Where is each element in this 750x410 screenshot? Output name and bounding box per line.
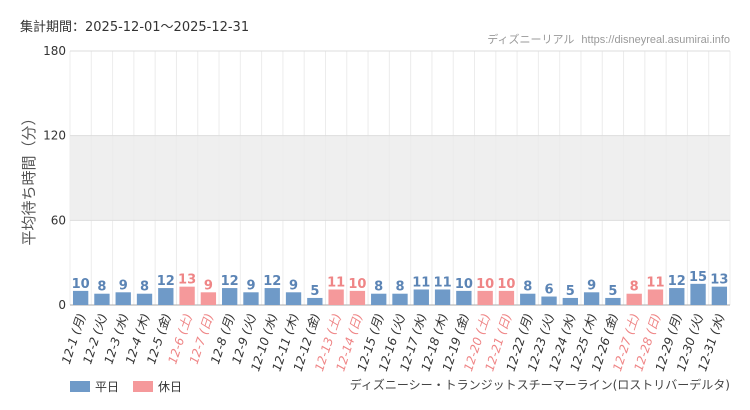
legend-weekday-label: 平日 [95,380,120,394]
data-label: 8 [374,280,383,295]
data-label: 6 [545,283,554,298]
site-name: ディズニーリアル [487,34,575,46]
data-label: 8 [630,280,639,295]
bar [541,296,557,305]
bar [413,289,429,305]
bar [179,286,195,305]
shaded-band [70,135,730,221]
data-label: 11 [646,275,664,290]
data-label: 13 [178,273,196,288]
bar [371,293,387,305]
data-label: 10 [455,277,473,292]
data-label: 12 [668,274,686,289]
bar [222,288,238,305]
data-label: 11 [412,275,430,290]
bar [477,290,493,305]
data-label: 9 [289,278,298,293]
attraction-name: ディズニーシー・トランジットスチーマーライン(ロストリバーデルタ) [349,378,730,392]
site-credit[interactable]: ディズニーリアル https://disneyreal.asumirai.inf… [487,31,730,47]
bar [562,297,578,305]
bar [647,289,664,305]
period-label: 集計期間：2025-12-01～2025-12-31 [20,20,250,35]
y-tick-label: 60 [51,213,66,227]
data-label: 10 [348,277,366,292]
bar [392,293,408,305]
bar [200,292,217,305]
bar [605,297,621,305]
bar [434,289,451,305]
value-labels: 10 8 9 8 12 13 9 12 9 12 9 511 10 8 8 11 11 10 10 10 8 6 5 9 5 8 1… [72,270,729,299]
legend-holiday: 休日 [133,378,182,395]
data-label: 9 [204,278,213,293]
data-label: 12 [263,274,281,289]
bar [520,293,536,305]
bar [669,288,685,305]
data-label: 13 [710,273,728,288]
bar [456,290,472,305]
y-tick-label: 180 [43,44,66,58]
data-label: 5 [608,284,617,299]
legend-weekday-swatch [70,381,90,392]
bar [285,292,302,305]
bars [72,283,728,305]
data-label: 15 [689,270,707,285]
data-label: 10 [476,277,494,292]
data-label: 12 [221,274,239,289]
bar [626,293,642,305]
bar [328,289,344,305]
data-label: 8 [523,280,532,295]
y-tick-label: 120 [43,129,66,143]
data-label: 11 [434,275,452,290]
legend-holiday-swatch [133,381,154,392]
bar [136,293,153,305]
y-axis-label: 平均待ち時間（分） [20,110,38,245]
data-label: 5 [310,284,319,299]
site-url[interactable]: https://disneyreal.asumirai.info [581,34,730,46]
bar [264,288,280,305]
legend: 平日 休日 [70,378,196,395]
data-label: 10 [72,277,90,292]
data-label: 11 [327,275,345,290]
data-label: 8 [140,280,149,295]
data-label: 9 [587,278,596,293]
bar [243,292,259,305]
data-label: 9 [246,278,255,293]
bar [94,293,110,305]
x-tick-labels: 12-1 (月)12-2 (火)12-3 (水)12-4 (木)12-5 (金)… [59,312,727,373]
data-label: 8 [395,280,404,295]
bar [72,290,89,305]
bar [583,292,600,305]
bar [158,288,174,305]
bar [690,283,706,305]
data-label: 5 [566,284,575,299]
legend-holiday-label: 休日 [158,380,183,394]
bar [307,297,323,305]
bar [115,292,131,305]
y-tick-label: 0 [58,298,66,312]
data-label: 8 [97,280,106,295]
data-label: 10 [497,277,515,292]
bar [711,286,728,305]
data-label: 12 [157,274,175,289]
y-tick-labels: 0 60 120 180 [43,44,66,312]
bar [498,290,515,305]
bar [349,290,366,305]
grid-lines [69,50,731,305]
legend-weekday: 平日 [70,378,119,395]
data-label: 9 [119,278,128,293]
